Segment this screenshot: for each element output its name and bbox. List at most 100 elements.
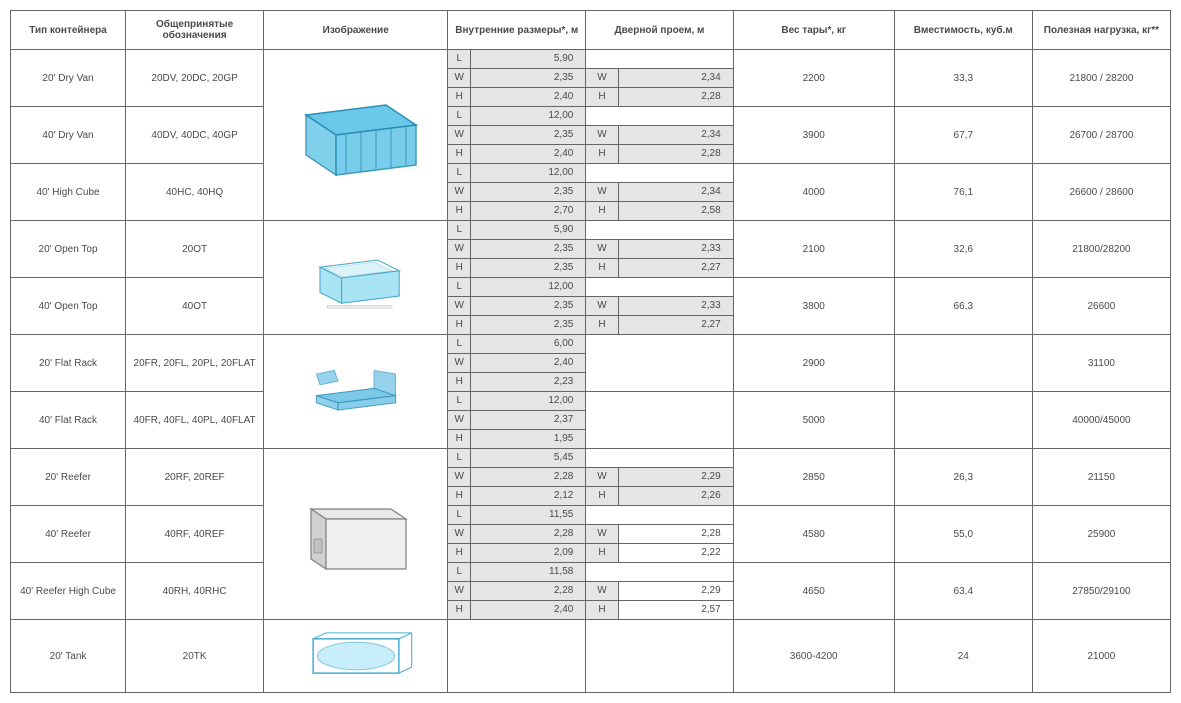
- door-val-W: 2,33: [618, 240, 733, 259]
- cell-type: 20' Open Top: [11, 221, 126, 278]
- cell-tare: 3800: [733, 278, 894, 335]
- cell-tare: 2100: [733, 221, 894, 278]
- dim-label-L: L: [448, 164, 471, 183]
- door-val-H: 2,22: [618, 544, 733, 563]
- door-val-H: 2,26: [618, 487, 733, 506]
- dim-label-H: H: [448, 430, 471, 449]
- dim-label-H: H: [448, 373, 471, 392]
- door-val-W: 2,29: [618, 582, 733, 601]
- cell-capacity: 67,7: [894, 107, 1032, 164]
- dim-label-L: L: [448, 335, 471, 354]
- cell-abbr: 40OT: [126, 278, 264, 335]
- dim-val-W: 2,35: [471, 240, 586, 259]
- dim-label-W: W: [448, 183, 471, 202]
- cell-payload: 21000: [1032, 620, 1170, 693]
- dim-val-L: 11,58: [471, 563, 586, 582]
- cell-type: 40' Reefer: [11, 506, 126, 563]
- door-label-H: H: [586, 202, 618, 221]
- container-image: [264, 221, 448, 335]
- th-type: Тип контейнера: [11, 11, 126, 50]
- cell-payload: 21800 / 28200: [1032, 50, 1170, 107]
- table-row: 20' Open Top 20OT L 5,90 2100 32,6 21800…: [11, 221, 1171, 240]
- table-row: 40' Open Top 40OT L 12,00 3800 66,3 2660…: [11, 278, 1171, 297]
- dim-val-L: 6,00: [471, 335, 586, 354]
- dim-val-H: 2,40: [471, 601, 586, 620]
- door-val-W: 2,34: [618, 126, 733, 145]
- cell-payload: 26600: [1032, 278, 1170, 335]
- cell-abbr: 40DV, 40DC, 40GP: [126, 107, 264, 164]
- container-spec-table: Тип контейнера Общепринятые обозначения …: [10, 10, 1171, 693]
- dim-label-L: L: [448, 563, 471, 582]
- th-payload: Полезная нагрузка, кг**: [1032, 11, 1170, 50]
- container-image: [264, 449, 448, 620]
- door-label-W: W: [586, 582, 618, 601]
- cell-type: 20' Reefer: [11, 449, 126, 506]
- door-label-W: W: [586, 69, 618, 88]
- cell-capacity: 26,3: [894, 449, 1032, 506]
- dim-val-W: 2,40: [471, 354, 586, 373]
- door-label-W: W: [586, 126, 618, 145]
- cell-tare: 4000: [733, 164, 894, 221]
- container-image: [264, 335, 448, 449]
- door-empty: [586, 449, 733, 468]
- dim-val-L: 12,00: [471, 164, 586, 183]
- dim-val-H: 2,40: [471, 88, 586, 107]
- dim-label-H: H: [448, 88, 471, 107]
- dim-val-H: 2,40: [471, 145, 586, 164]
- door-val-W: 2,29: [618, 468, 733, 487]
- cell-abbr: 20TK: [126, 620, 264, 693]
- door-label-H: H: [586, 145, 618, 164]
- dim-val-L: 5,45: [471, 449, 586, 468]
- dim-label-H: H: [448, 202, 471, 221]
- dim-label-H: H: [448, 544, 471, 563]
- cell-type: 20' Flat Rack: [11, 335, 126, 392]
- cell-payload: 25900: [1032, 506, 1170, 563]
- table-body: 20' Dry Van 20DV, 20DC, 20GP L 5,90 2200…: [11, 50, 1171, 693]
- dim-val-W: 2,35: [471, 69, 586, 88]
- cell-capacity: [894, 392, 1032, 449]
- dim-val-W: 2,28: [471, 525, 586, 544]
- cell-capacity: 55,0: [894, 506, 1032, 563]
- dim-val-W: 2,35: [471, 126, 586, 145]
- cell-tare: 5000: [733, 392, 894, 449]
- door-empty: [586, 506, 733, 525]
- door-label-W: W: [586, 183, 618, 202]
- door-empty: [586, 278, 733, 297]
- door-val-H: 2,28: [618, 145, 733, 164]
- dim-label-W: W: [448, 69, 471, 88]
- table-row: 20' Reefer 20RF, 20REF L 5,45 2850 26,3 …: [11, 449, 1171, 468]
- cell-type: 40' High Cube: [11, 164, 126, 221]
- door-label-H: H: [586, 259, 618, 278]
- cell-tare: 3600-4200: [733, 620, 894, 693]
- cell-payload: 26600 / 28600: [1032, 164, 1170, 221]
- dim-val-L: 5,90: [471, 50, 586, 69]
- door-empty: [586, 335, 733, 392]
- dim-val-L: 11,55: [471, 506, 586, 525]
- door-val-H: 2,27: [618, 316, 733, 335]
- th-abbr: Общепринятые обозначения: [126, 11, 264, 50]
- dim-label-L: L: [448, 278, 471, 297]
- cell-type: 40' Reefer High Cube: [11, 563, 126, 620]
- cell-abbr: 40RF, 40REF: [126, 506, 264, 563]
- table-row: 40' High Cube 40HC, 40HQ L 12,00 4000 76…: [11, 164, 1171, 183]
- dim-val-L: 5,90: [471, 221, 586, 240]
- dim-label-L: L: [448, 506, 471, 525]
- cell-tare: 4580: [733, 506, 894, 563]
- door-empty: [586, 50, 733, 69]
- cell-abbr: 20RF, 20REF: [126, 449, 264, 506]
- cell-capacity: 66,3: [894, 278, 1032, 335]
- cell-capacity: 63,4: [894, 563, 1032, 620]
- th-internal: Внутренние размеры*, м: [448, 11, 586, 50]
- dim-val-L: 12,00: [471, 278, 586, 297]
- cell-type: 40' Open Top: [11, 278, 126, 335]
- dim-val-L: 12,00: [471, 107, 586, 126]
- door-empty: [586, 164, 733, 183]
- cell-payload: 40000/45000: [1032, 392, 1170, 449]
- cell-capacity: [894, 335, 1032, 392]
- dim-label-W: W: [448, 582, 471, 601]
- cell-internal-empty: [448, 620, 586, 693]
- dim-label-H: H: [448, 145, 471, 164]
- dim-val-W: 2,37: [471, 411, 586, 430]
- dim-val-H: 1,95: [471, 430, 586, 449]
- dim-label-W: W: [448, 240, 471, 259]
